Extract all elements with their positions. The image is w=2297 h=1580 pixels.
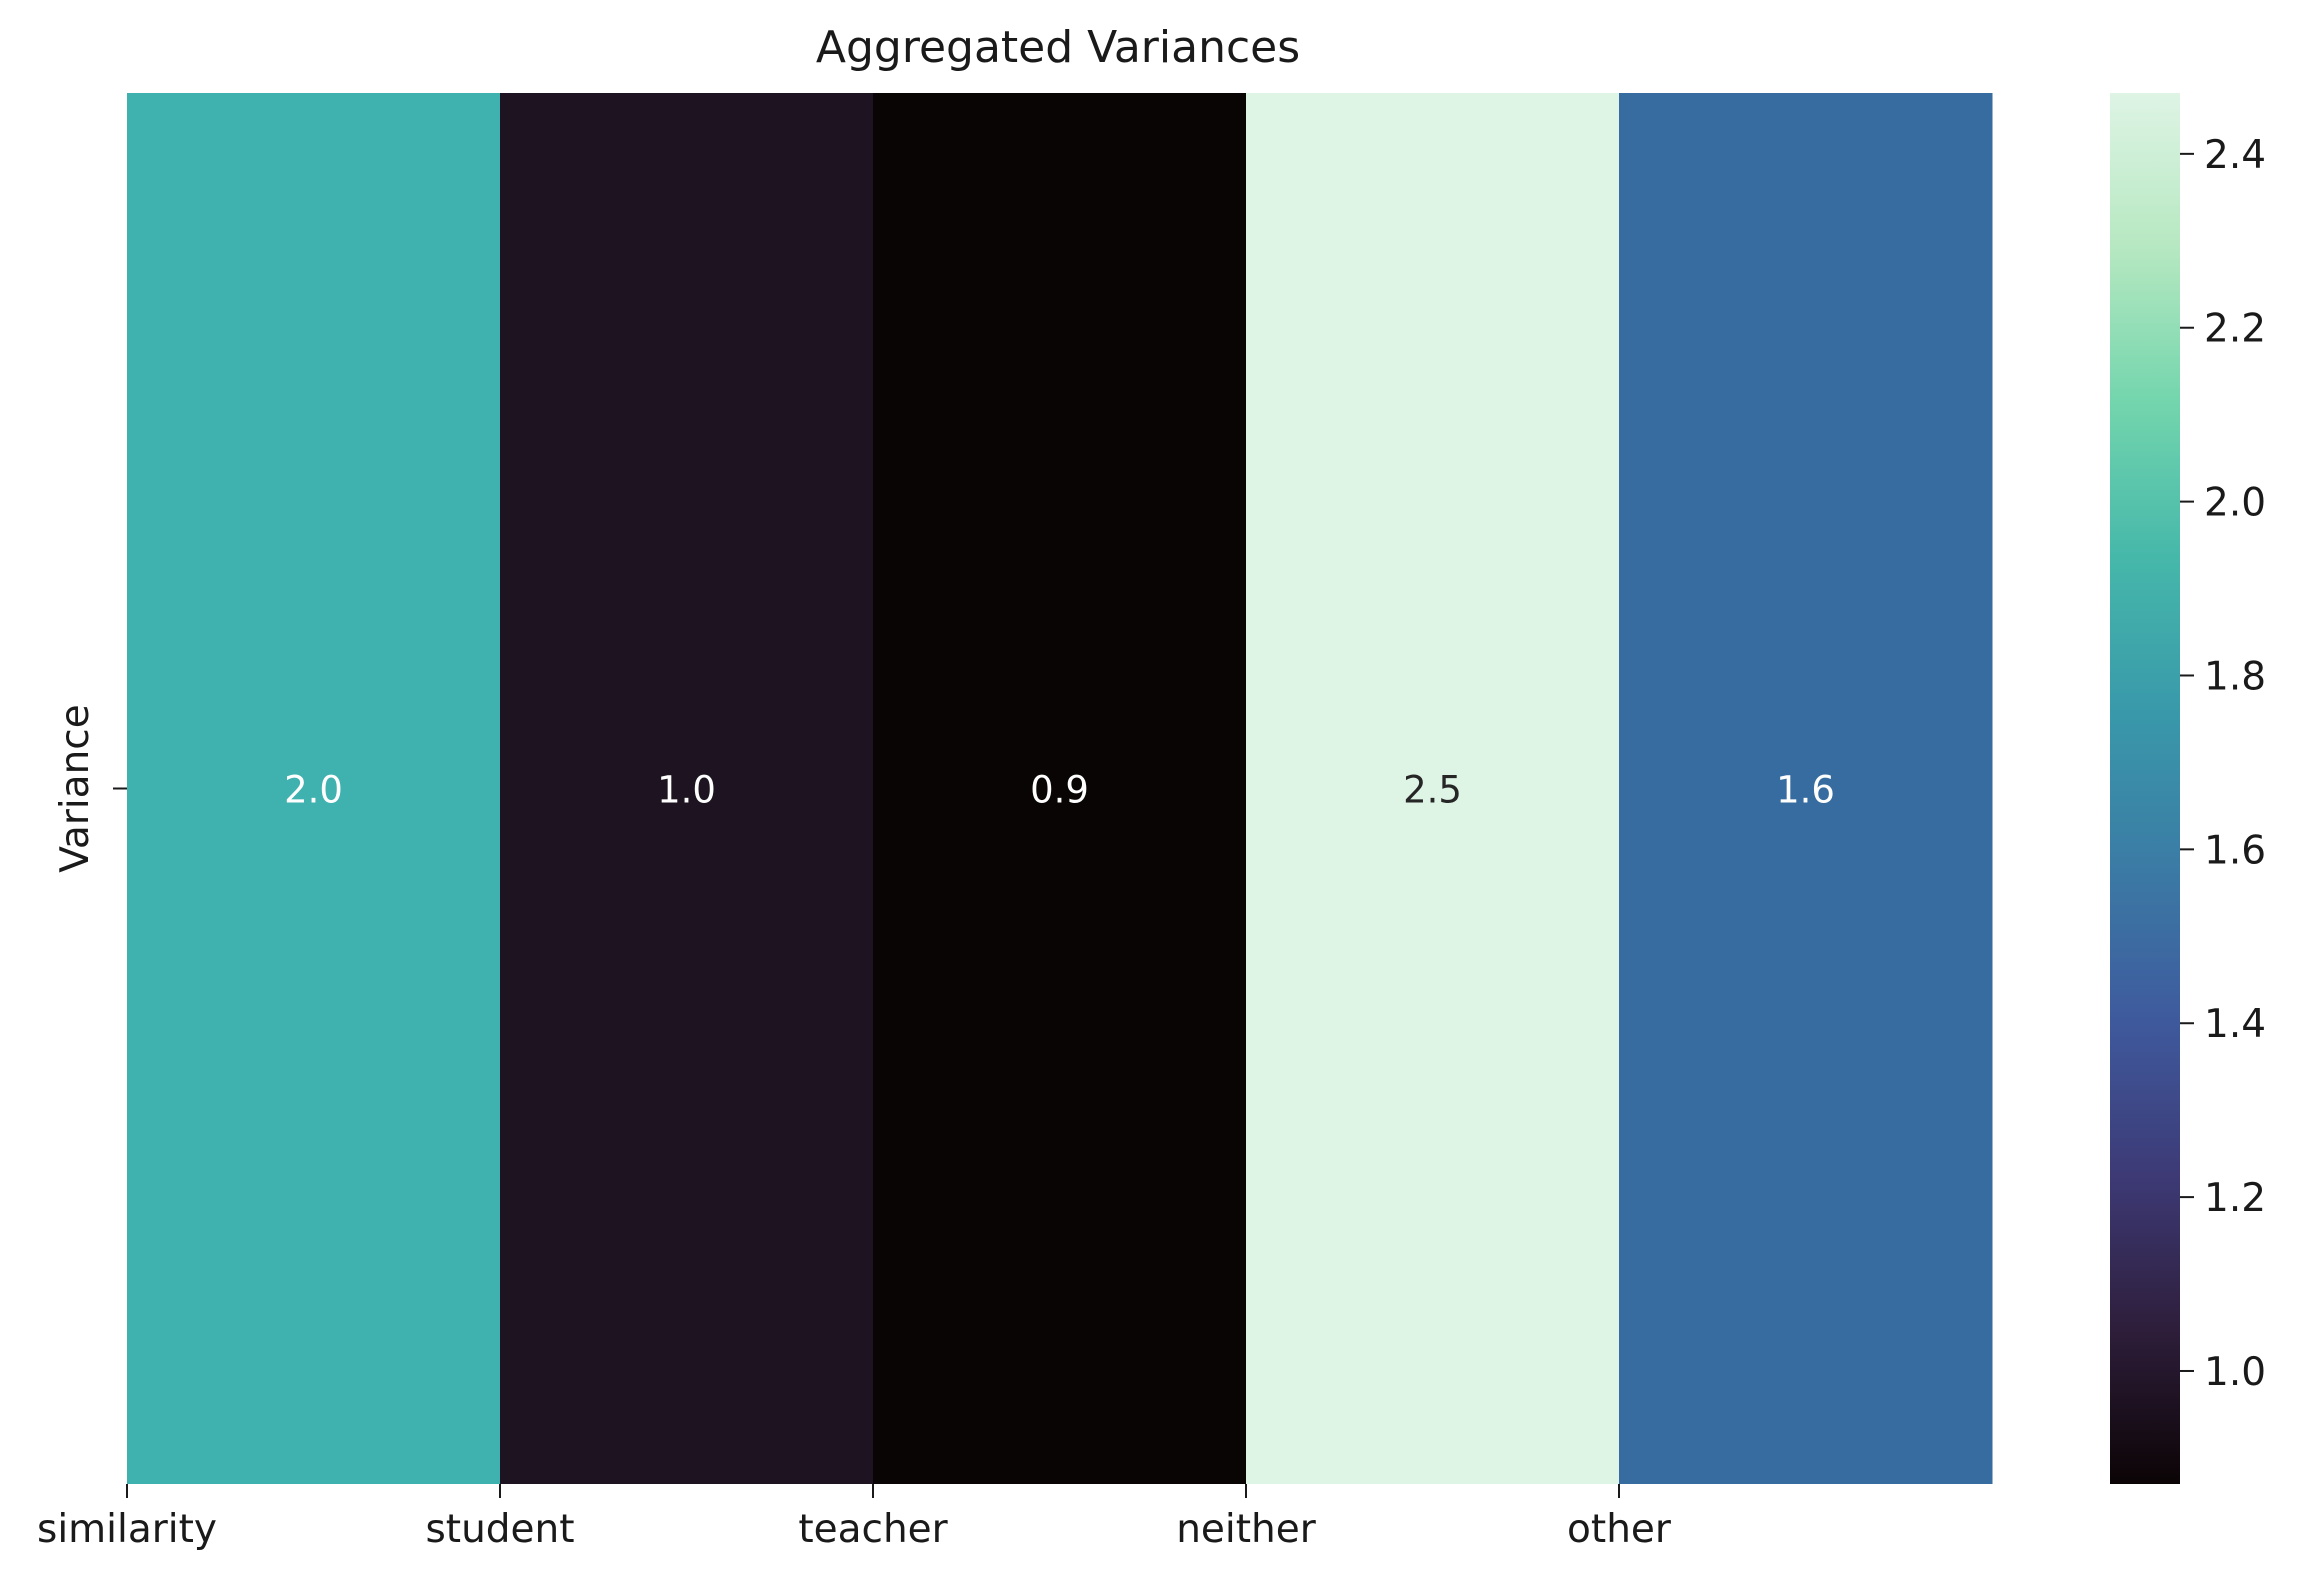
colorbar-tick-label: 1.4 [2204,1002,2266,1047]
x-axis: similarity student teacher neither other [37,1484,1672,1552]
x-tick-label: teacher [798,1507,948,1552]
cell-value-label: 1.6 [1776,769,1835,812]
heatmap-cell-similarity [127,93,501,1484]
cell-value-label: 2.5 [1403,769,1462,812]
heatmap-cell-teacher [873,93,1247,1484]
colorbar-tick-label: 1.2 [2204,1176,2266,1221]
y-tick-label: Variance [53,704,98,872]
cell-value-label: 1.0 [657,769,716,812]
colorbar-tick-label: 2.2 [2204,307,2266,352]
cell-value-label: 2.0 [284,769,343,812]
x-tick-label: student [425,1507,574,1552]
y-axis: Variance [53,704,127,873]
heatmap-cell-other [1619,93,1993,1484]
colorbar-tick-label: 2.0 [2204,481,2266,526]
heatmap-cells [127,93,1993,1484]
heatmap-annotations: 2.0 1.0 0.9 2.5 1.6 [284,769,1835,812]
chart-title: Aggregated Variances [816,22,1300,73]
colorbar: 1.0 1.2 1.4 1.6 1.8 2.0 2.2 2.4 [2110,93,2266,1484]
heatmap-cell-neither [1246,93,1620,1484]
colorbar-tick-label: 1.8 [2204,654,2266,699]
x-tick-label: neither [1176,1507,1317,1552]
colorbar-tick-label: 2.4 [2204,133,2266,178]
x-tick-label: other [1567,1507,1672,1552]
colorbar-tick-label: 1.6 [2204,828,2266,873]
x-tick-label: similarity [37,1507,217,1552]
colorbar-tick-label: 1.0 [2204,1350,2266,1395]
heatmap-cell-student [500,93,874,1484]
colorbar-scale [2110,93,2180,1484]
cell-value-label: 0.9 [1030,769,1089,812]
